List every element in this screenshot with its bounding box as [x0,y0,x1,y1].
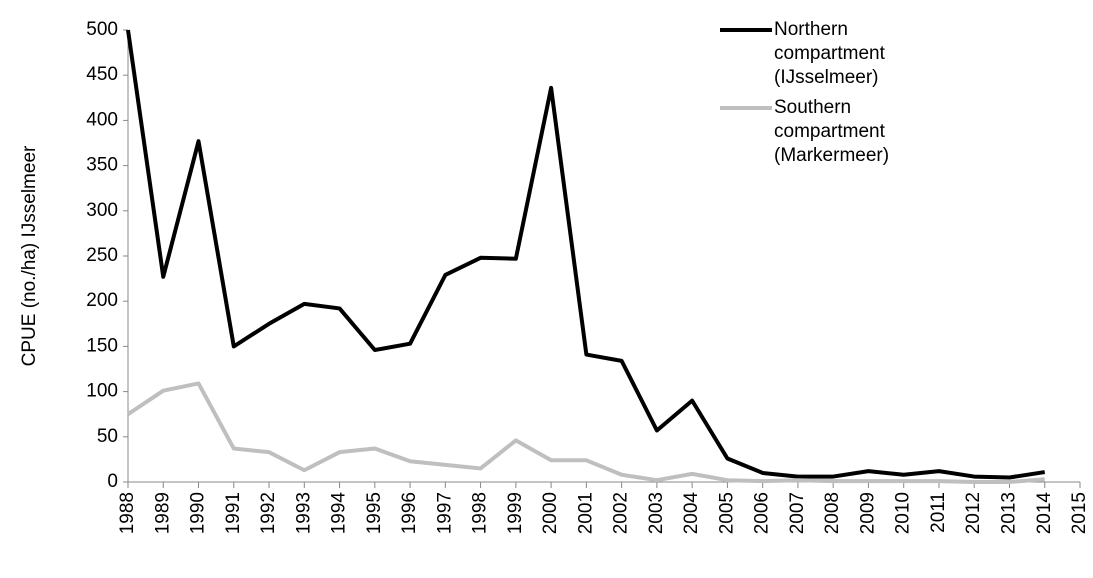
x-tick-label: 2010 [893,492,914,534]
x-tick-label: 2014 [1034,492,1055,535]
x-tick-label: 1990 [188,492,209,534]
series-line [126,29,1046,480]
legend-swatch [720,28,772,32]
y-tick-label: 500 [86,19,118,40]
y-tick-label: 400 [86,109,118,130]
x-tick-label: 2000 [540,492,561,534]
x-tick-label: 2013 [998,492,1019,534]
x-tick-label: 2004 [681,492,702,535]
y-tick-label: 100 [86,381,118,402]
x-tick-label: 2008 [822,492,843,534]
x-tick-label: 2002 [611,492,632,534]
x-tick-label: 2015 [1069,492,1090,534]
x-tick-label: 1999 [505,492,526,534]
x-tick-label: 2009 [857,492,878,534]
y-tick-label: 450 [86,64,118,85]
y-tick-label: 300 [86,200,118,221]
y-axis-label: CPUE (no./ha) IJsselmeer [19,145,40,366]
legend-swatch [720,106,772,110]
x-tick-label: 1997 [434,492,455,534]
legend-label: Southern compartment (Markermeer) [774,97,890,166]
x-tick-label: 1996 [399,492,420,534]
x-tick-label: 1989 [152,492,173,534]
legend-item: Northern compartment (IJsselmeer) [720,18,954,90]
legend-label: Northern compartment (IJsselmeer) [774,19,885,88]
x-tick-label: 2005 [716,492,737,534]
x-tick-label: 1991 [223,492,244,534]
y-tick-label: 150 [86,335,118,356]
x-tick-label: 1992 [258,492,279,534]
y-tick-label: 50 [97,426,118,447]
x-tick-label: 2011 [928,492,949,533]
x-tick-label: 2003 [646,492,667,534]
y-tick-label: 0 [107,471,118,492]
x-tick-label: 1995 [364,492,385,534]
y-tick-label: 200 [86,290,118,311]
x-tick-label: 1993 [293,492,314,534]
x-tick-label: 2012 [963,492,984,534]
x-tick-label: 2007 [787,492,808,534]
x-tick-label: 1988 [117,492,138,534]
y-tick-label: 250 [86,245,118,266]
y-tick-label: 350 [86,155,118,176]
legend: Northern compartment (IJsselmeer) Souther… [720,18,954,174]
legend-item: Southern compartment (Markermeer) [720,96,954,168]
series-line [126,381,1045,484]
x-tick-label: 1994 [329,492,350,535]
x-tick-label: 1998 [470,492,491,534]
x-tick-label: 2006 [752,492,773,534]
x-tick-label: 2001 [575,492,596,534]
